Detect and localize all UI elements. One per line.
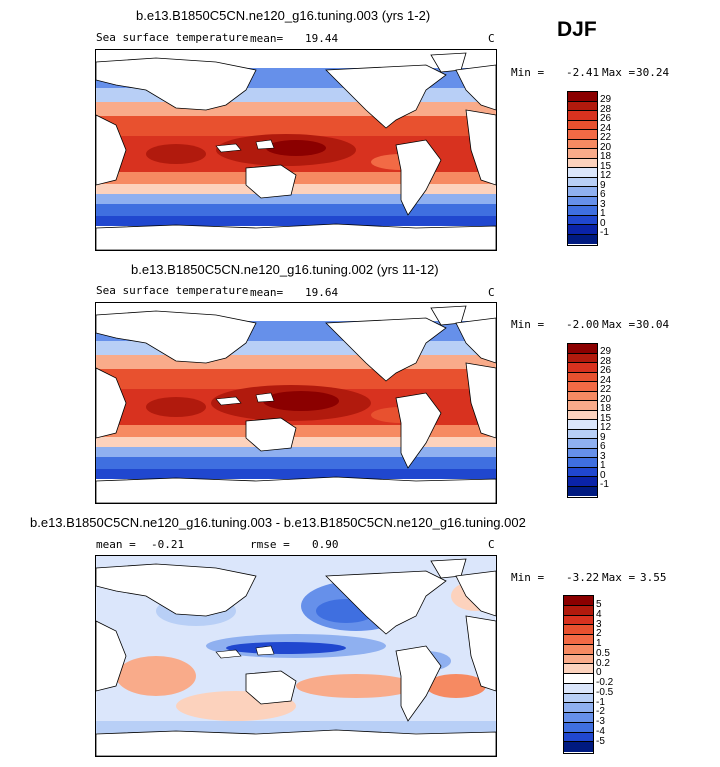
panel-3-rmse-label: rmse =	[250, 538, 290, 551]
season-label: DJF	[557, 18, 597, 41]
panel-1-mean-value: 19.44	[305, 32, 339, 45]
panel-2-tick: 12	[600, 422, 612, 433]
panel-1-variable: Sea surface temperature	[96, 31, 249, 44]
panel-3-units: C	[488, 538, 495, 551]
panel-1-tick: 1	[600, 208, 606, 219]
panel-3-map	[95, 555, 497, 757]
panel-2-colorbar-ticks: 29 28 26 24 22 20 18 15 12 9 6 3 1 0 -1	[600, 346, 640, 496]
panel-1-tick: 29	[600, 94, 612, 105]
panel-3-tick: -4	[596, 725, 605, 737]
panel-3-tick: -2	[596, 706, 605, 718]
panel-1-units: C	[488, 32, 495, 45]
panel-3-tick: 1	[596, 638, 602, 649]
panel-2-tick: 15	[600, 412, 612, 424]
panel-1-tick: 0	[600, 217, 606, 229]
panel-3-title: b.e13.B1850C5CN.ne120_g16.tuning.003 - b…	[30, 515, 526, 530]
panel-2-tick: 1	[600, 460, 606, 471]
panel-2-min-label: Min =	[511, 318, 545, 331]
panel-1-tick: 24	[600, 122, 612, 134]
panel-2-tick: 0	[600, 469, 606, 481]
panel-1-tick: 26	[600, 113, 612, 124]
panel-3-mean-label: mean =	[96, 538, 136, 551]
panel-1-tick: 28	[600, 103, 612, 115]
panel-3-tick: -5	[596, 735, 605, 747]
panel-2-tick: 9	[600, 431, 606, 443]
panel-2-tick: 22	[600, 384, 612, 395]
panel-1-min-label: Min =	[511, 66, 545, 79]
panel-1-tick: 3	[600, 198, 606, 210]
panel-2-tick: 6	[600, 441, 606, 452]
panel-1-colorbar-ticks: 29 28 26 24 22 20 18 15 12 9 6 3 1 0 -1	[600, 94, 640, 244]
panel-1-max-label: Max =	[602, 66, 636, 79]
panel-2-mean-label: mean=	[250, 286, 284, 299]
panel-3-rmse-value: 0.90	[312, 538, 339, 551]
panel-2-title: b.e13.B1850C5CN.ne120_g16.tuning.002 (yr…	[131, 262, 439, 277]
panel-3-mean-value: -0.21	[151, 538, 185, 551]
panel-2-max-label: Max =	[602, 318, 636, 331]
panel-1-tick: -1	[600, 227, 609, 238]
panel-3-tick: 4	[596, 608, 602, 620]
panel-3-max-label: Max =	[602, 571, 636, 584]
panel-1-map	[95, 49, 497, 251]
panel-2-tick: 3	[600, 450, 606, 462]
panel-1-mean-label: mean=	[250, 32, 284, 45]
panel-2-tick: 26	[600, 365, 612, 376]
panel-3-colorbar-ticks: 5 4 3 2 1 0.5 0.2 0 -0.2 -0.5 -1 -2 -3 -…	[596, 599, 646, 754]
panel-3-tick: 3	[596, 618, 602, 630]
panel-1-colorbar	[567, 91, 598, 246]
panel-1-min-value: -2.41	[566, 66, 600, 79]
panel-1-tick: 9	[600, 179, 606, 191]
panel-2-max-value: 30.04	[636, 318, 670, 331]
panel-3-tick: -0.2	[596, 677, 614, 688]
panel-1-title: b.e13.B1850C5CN.ne120_g16.tuning.003 (yr…	[136, 8, 431, 23]
panel-2-tick: 24	[600, 374, 612, 386]
panel-1-tick: 18	[600, 151, 612, 162]
panel-2-tick: -1	[600, 479, 609, 490]
panel-1-tick: 12	[600, 170, 612, 181]
panel-3-colorbar	[563, 595, 594, 754]
panel-2-map	[95, 302, 497, 504]
panel-3-tick: -3	[596, 716, 605, 727]
panel-3-tick: 0.2	[596, 657, 610, 669]
panel-3-min-value: -3.22	[566, 571, 600, 584]
panel-3-tick: 0.5	[596, 647, 610, 659]
panel-3-tick: 0	[596, 667, 602, 679]
panel-3-min-label: Min =	[511, 571, 545, 584]
panel-3-tick: -1	[596, 696, 605, 708]
panel-3-max-value: 3.55	[640, 571, 667, 584]
panel-2-colorbar	[567, 343, 598, 498]
panel-2-variable: Sea surface temperature	[96, 284, 249, 297]
panel-3-tick: 2	[596, 628, 602, 640]
panel-2-tick: 28	[600, 355, 612, 367]
panel-2-units: C	[488, 286, 495, 299]
panel-1-tick: 15	[600, 160, 612, 172]
panel-3-tick: -0.5	[596, 686, 614, 698]
panel-3-tick: 5	[596, 599, 602, 610]
panel-1-max-value: 30.24	[636, 66, 670, 79]
panel-1-tick: 20	[600, 141, 612, 153]
panel-2-tick: 18	[600, 403, 612, 414]
panel-2-tick: 20	[600, 393, 612, 405]
panel-2-min-value: -2.00	[566, 318, 600, 331]
panel-1-tick: 6	[600, 189, 606, 200]
panel-2-mean-value: 19.64	[305, 286, 339, 299]
panel-1-tick: 22	[600, 132, 612, 143]
panel-2-tick: 29	[600, 346, 612, 357]
